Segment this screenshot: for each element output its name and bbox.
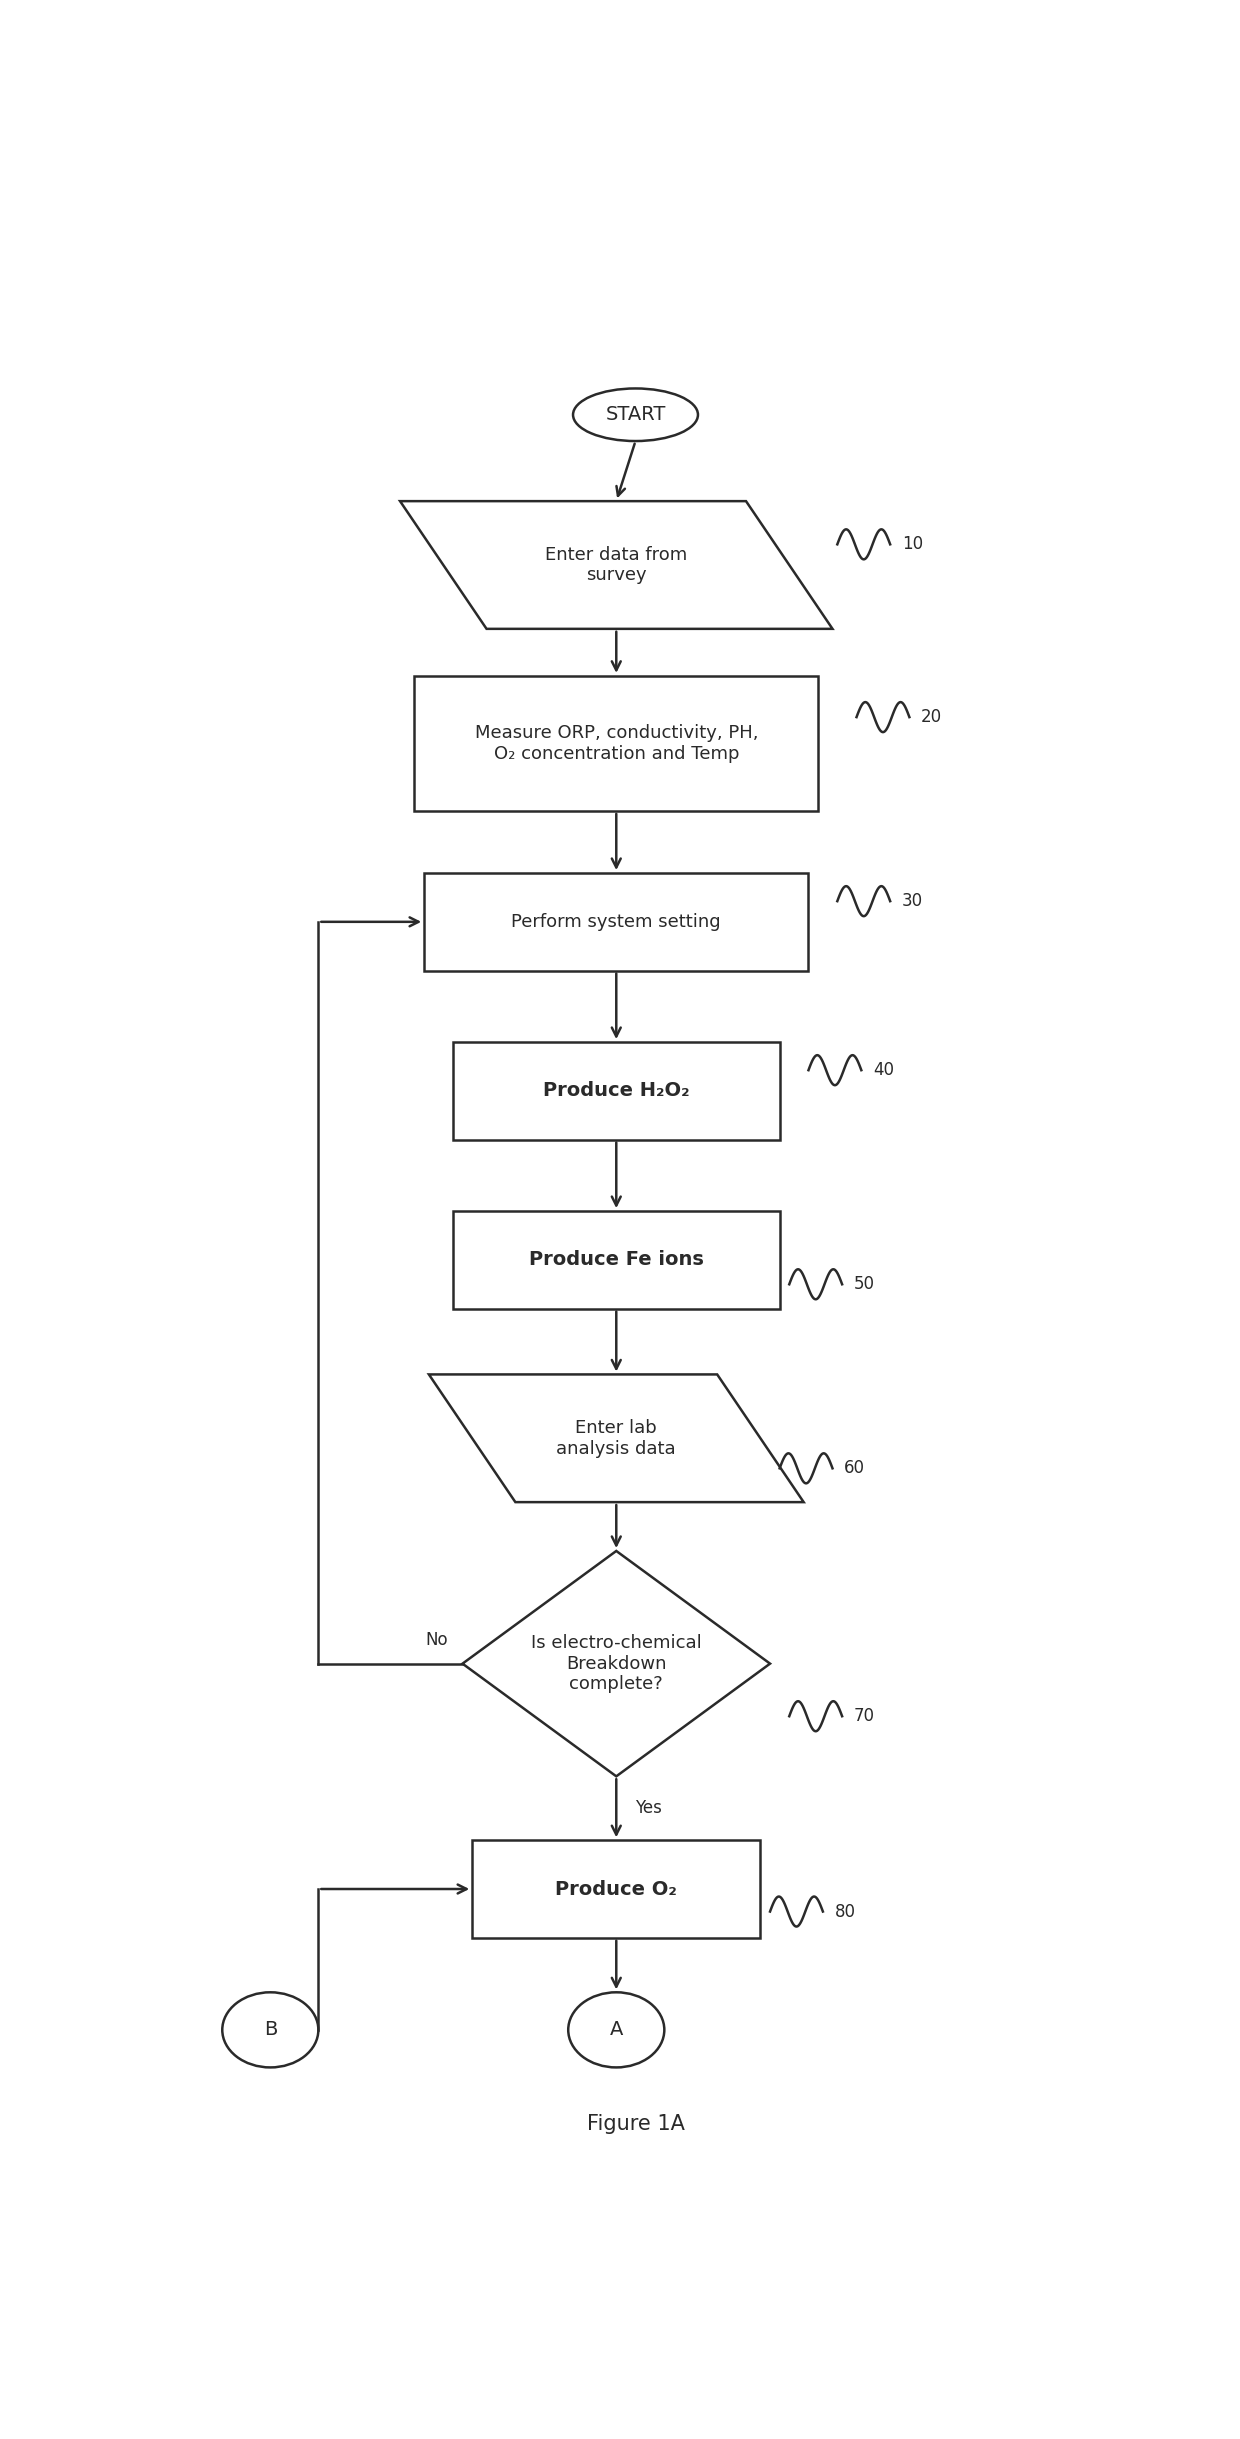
Text: No: No bbox=[425, 1632, 448, 1649]
Bar bbox=[424, 873, 808, 971]
Text: Measure ORP, conductivity, PH,
O₂ concentration and Temp: Measure ORP, conductivity, PH, O₂ concen… bbox=[475, 724, 758, 763]
Text: 60: 60 bbox=[844, 1459, 866, 1478]
Text: Produce O₂: Produce O₂ bbox=[556, 1880, 677, 1898]
Text: 70: 70 bbox=[853, 1707, 874, 1724]
Text: A: A bbox=[610, 2019, 622, 2039]
Text: 30: 30 bbox=[901, 893, 923, 910]
Text: 80: 80 bbox=[835, 1902, 856, 1919]
Text: Figure 1A: Figure 1A bbox=[587, 2115, 684, 2134]
Text: Produce Fe ions: Produce Fe ions bbox=[528, 1251, 704, 1268]
Text: 50: 50 bbox=[853, 1276, 874, 1293]
Text: 40: 40 bbox=[873, 1061, 894, 1078]
Text: 20: 20 bbox=[921, 707, 942, 727]
Bar bbox=[453, 1041, 780, 1139]
Bar bbox=[453, 1212, 780, 1310]
Text: B: B bbox=[264, 2019, 277, 2039]
Text: Produce H₂O₂: Produce H₂O₂ bbox=[543, 1080, 689, 1100]
Bar bbox=[472, 1839, 760, 1939]
Text: 10: 10 bbox=[901, 534, 923, 554]
Bar bbox=[414, 676, 818, 812]
Text: Is electro-chemical
Breakdown
complete?: Is electro-chemical Breakdown complete? bbox=[531, 1634, 702, 1693]
Text: START: START bbox=[605, 405, 666, 424]
Text: Yes: Yes bbox=[635, 1800, 662, 1817]
Text: Perform system setting: Perform system setting bbox=[511, 912, 722, 932]
Text: Enter lab
analysis data: Enter lab analysis data bbox=[557, 1419, 676, 1459]
Text: Enter data from
survey: Enter data from survey bbox=[546, 546, 687, 585]
